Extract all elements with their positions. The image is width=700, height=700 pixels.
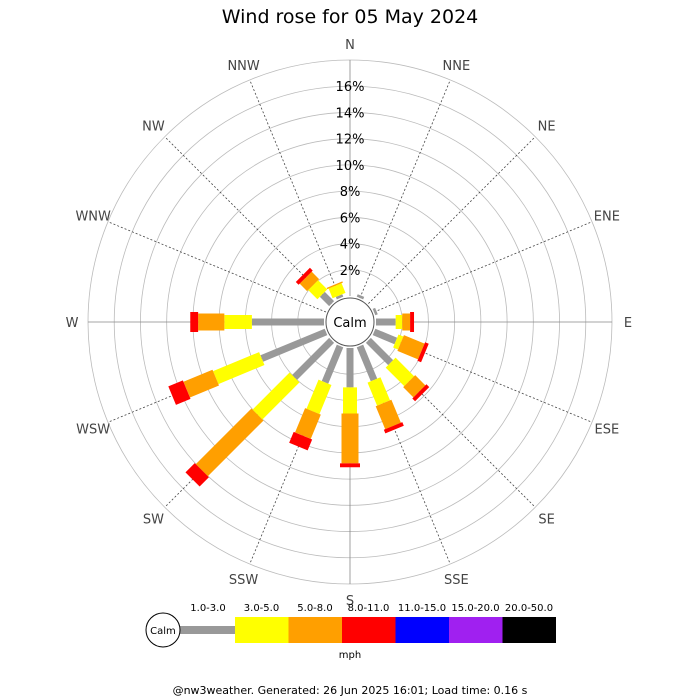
direction-label-ssw: SSW — [229, 573, 259, 588]
spoke-nw — [164, 136, 332, 304]
bar-nnw-bin1 — [335, 294, 344, 300]
direction-label-wnw: WNW — [75, 210, 111, 225]
bar-ese-bin1 — [372, 328, 398, 345]
legend-swatch-7 — [502, 617, 556, 643]
bar-ssw-bin3 — [295, 408, 321, 439]
radial-tick-label: 4% — [340, 238, 361, 253]
spoke-wnw — [107, 221, 327, 313]
bar-se-bin4 — [412, 384, 430, 402]
legend-bin-label: 15.0-20.0 — [451, 603, 499, 614]
legend-bin-label: 3.0-5.0 — [244, 603, 279, 614]
bar-ssw-bin2 — [306, 379, 332, 415]
bar-nw-bin1 — [319, 291, 335, 307]
direction-label-nw: NW — [142, 119, 165, 134]
bar-se-bin3 — [403, 375, 426, 398]
bar-wsw-bin4 — [168, 380, 191, 405]
direction-labels: N NNE NE ENE E ESE SE SSE S SSW SW WSW W WNW NW NNW — [66, 38, 633, 609]
calm-circle: Calm — [325, 297, 375, 347]
legend-bin-label: 11.0-15.0 — [398, 603, 446, 614]
bar-ese-bin4 — [417, 342, 429, 363]
bar-sw-bin4 — [185, 463, 209, 487]
direction-label-ene: ENE — [594, 210, 620, 225]
legend-swatch-4 — [342, 617, 396, 643]
spoke-sse — [359, 345, 451, 565]
legend-swatch-2 — [235, 617, 289, 643]
bar-ene-bin1 — [372, 307, 378, 316]
direction-label-s: S — [346, 594, 354, 609]
chart-title: Wind rose for 05 May 2024 — [221, 6, 479, 28]
bar-ese-bin3 — [397, 335, 425, 360]
spoke-ne — [368, 136, 536, 304]
bar-nnw-bin2 — [328, 283, 346, 299]
direction-label-se: SE — [538, 513, 554, 528]
bar-sse-bin3 — [375, 399, 401, 430]
legend-swatch-3 — [288, 617, 342, 643]
direction-label-w: W — [66, 316, 79, 331]
legend-calm-label: Calm — [150, 626, 176, 637]
bar-sw-bin1 — [292, 337, 335, 380]
legend-bin-label: 8.0-11.0 — [348, 603, 390, 614]
wind-bars — [168, 267, 430, 487]
legend-bin-label: 20.0-50.0 — [505, 603, 553, 614]
bar-wsw-bin1 — [260, 328, 328, 362]
bar-nw-bin4 — [295, 267, 313, 285]
direction-label-nne: NNE — [443, 59, 471, 74]
bar-ese-bin2 — [393, 334, 404, 350]
radial-tick-label: 12% — [336, 133, 365, 148]
radial-tick-label: 16% — [336, 80, 365, 95]
spoke-ssw — [249, 345, 341, 565]
radial-tick-label: 14% — [336, 106, 365, 121]
legend-swatch-5 — [395, 617, 449, 643]
direction-label-e: E — [624, 316, 632, 331]
legend-calm-circle — [145, 612, 181, 648]
footer-text: @nw3weather. Generated: 26 Jun 2025 16:0… — [172, 684, 528, 697]
direction-label-nnw: NNW — [227, 59, 259, 74]
legend-units-label: mph — [339, 650, 361, 661]
spoke-nne — [359, 79, 451, 299]
radial-tick-label: 2% — [340, 264, 361, 279]
speed-legend: Calm 1.0-3.0 3.0-5.0 5.0-8.0 8.0-11.0 11.0-15… — [145, 603, 556, 661]
bar-sw-bin3 — [195, 408, 264, 477]
bar-nnw-bin3 — [326, 281, 343, 290]
bar-sw-bin2 — [252, 372, 300, 420]
radial-tick-label: 10% — [336, 159, 365, 174]
legend-bin-label: 5.0-8.0 — [297, 603, 332, 614]
bar-ssw-bin4 — [289, 431, 313, 451]
direction-label-sw: SW — [143, 513, 164, 528]
bar-nw-bin3 — [299, 271, 320, 292]
spoke-nnw — [249, 79, 341, 299]
legend-swatch-6 — [449, 617, 503, 643]
bar-se-bin2 — [385, 357, 415, 387]
bar-wsw-bin3 — [183, 369, 220, 398]
radial-tick-label: 6% — [340, 211, 361, 226]
direction-label-wsw: WSW — [76, 422, 110, 437]
calm-circle-shape — [325, 297, 375, 347]
bar-se-bin1 — [365, 337, 394, 366]
bar-sse-bin4 — [383, 422, 404, 434]
spoke-se — [368, 340, 536, 508]
radial-tick-labels: 2% 4% 6% 8% 10% 12% 14% 16% — [336, 80, 365, 279]
direction-label-ese: ESE — [594, 422, 619, 437]
radial-tick-label: 8% — [340, 185, 361, 200]
direction-label-sse: SSE — [444, 573, 469, 588]
bar-wsw-bin2 — [213, 352, 265, 385]
legend-bin-label: 1.0-3.0 — [190, 603, 225, 614]
bar-nne-bin1 — [356, 294, 365, 300]
bar-ssw-bin1 — [321, 344, 344, 384]
direction-label-ne: NE — [538, 119, 556, 134]
bar-sse-bin2 — [367, 377, 390, 406]
calm-label: Calm — [333, 316, 366, 331]
bar-sse-bin1 — [356, 344, 378, 382]
spoke-ene — [373, 221, 593, 313]
bar-nw-bin2 — [308, 280, 328, 300]
direction-label-n: N — [345, 38, 355, 53]
spoke-ese — [373, 331, 593, 423]
